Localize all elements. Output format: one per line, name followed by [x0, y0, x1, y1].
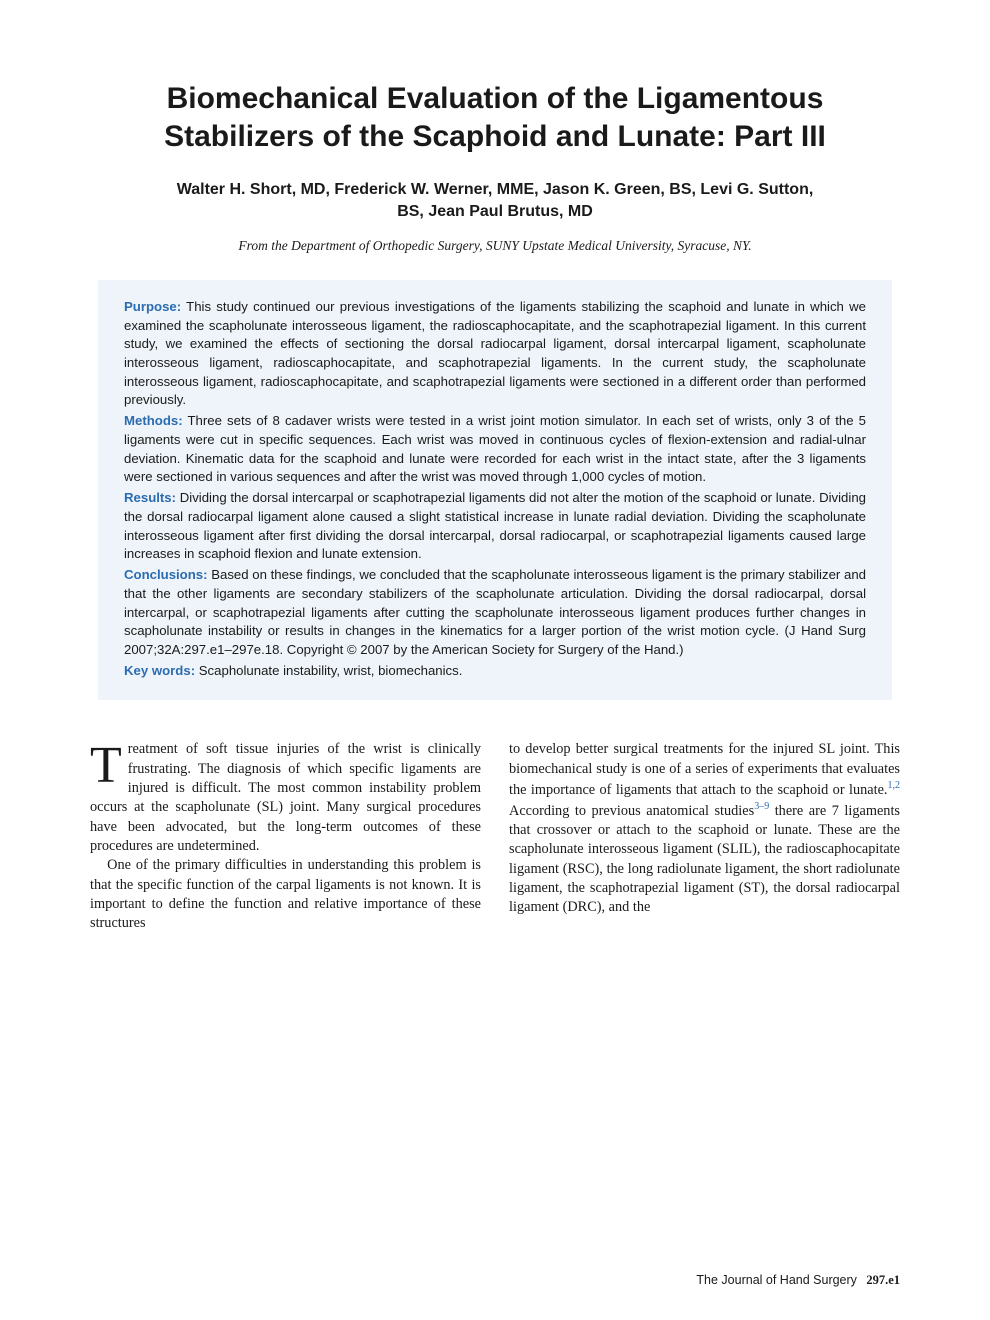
body-p3a: to develop better surgical treatments fo…	[509, 741, 900, 797]
conclusions-label: Conclusions:	[124, 567, 208, 582]
abstract-methods: Methods: Three sets of 8 cadaver wrists …	[124, 412, 866, 487]
purpose-label: Purpose:	[124, 299, 181, 314]
results-label: Results:	[124, 490, 176, 505]
body-para-3: to develop better surgical treatments fo…	[509, 740, 900, 917]
abstract-box: Purpose: This study continued our previo…	[98, 280, 892, 701]
citation-ref-2[interactable]: 3–9	[754, 801, 769, 812]
dropcap: T	[90, 740, 128, 788]
author-list: Walter H. Short, MD, Frederick W. Werner…	[175, 179, 815, 224]
body-p3b: According to previous anatomical studies	[509, 803, 754, 819]
page-footer: The Journal of Hand Surgery 297.e1	[696, 1273, 900, 1288]
methods-label: Methods:	[124, 413, 183, 428]
abstract-purpose: Purpose: This study continued our previo…	[124, 298, 866, 410]
column-left: Treatment of soft tissue injuries of the…	[90, 740, 481, 933]
article-title: Biomechanical Evaluation of the Ligament…	[155, 80, 835, 155]
abstract-keywords: Key words: Scapholunate instability, wri…	[124, 662, 866, 681]
abstract-results: Results: Dividing the dorsal intercarpal…	[124, 489, 866, 564]
abstract-conclusions: Conclusions: Based on these findings, we…	[124, 566, 866, 660]
citation-ref-1[interactable]: 1,2	[888, 780, 901, 791]
column-right: to develop better surgical treatments fo…	[509, 740, 900, 933]
keywords-text: Scapholunate instability, wrist, biomech…	[195, 663, 462, 678]
body-columns: Treatment of soft tissue injuries of the…	[90, 740, 900, 933]
body-para-1: Treatment of soft tissue injuries of the…	[90, 740, 481, 856]
purpose-text: This study continued our previous invest…	[124, 299, 866, 408]
body-para-2: One of the primary difficulties in under…	[90, 856, 481, 933]
page-number: 297.e1	[866, 1273, 900, 1287]
journal-name: The Journal of Hand Surgery	[696, 1273, 857, 1287]
body-p1-text: reatment of soft tissue injuries of the …	[90, 741, 481, 853]
methods-text: Three sets of 8 cadaver wrists were test…	[124, 413, 866, 484]
results-text: Dividing the dorsal intercarpal or scaph…	[124, 490, 866, 561]
body-p3c: there are 7 ligaments that crossover or …	[509, 803, 900, 915]
keywords-label: Key words:	[124, 663, 195, 678]
conclusions-text: Based on these findings, we concluded th…	[124, 567, 866, 657]
affiliation-text: From the Department of Orthopedic Surger…	[90, 238, 900, 254]
